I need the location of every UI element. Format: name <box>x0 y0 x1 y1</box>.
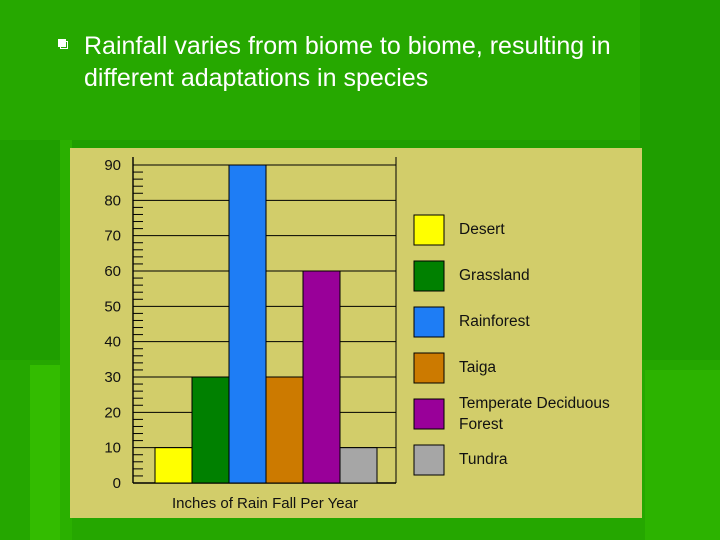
y-tick-label: 90 <box>104 157 121 174</box>
rainfall-bar-chart: 0 10 20 30 40 50 60 70 80 90 Inches of Rain Fall P… <box>104 157 610 512</box>
bar-tundra <box>339 447 378 484</box>
legend-label: Desert <box>459 221 505 238</box>
bullet-point: Rainfall varies from biome to biome, res… <box>58 30 678 94</box>
bar-temperate-deciduous-forest <box>302 270 341 484</box>
legend-label: Rainforest <box>459 313 530 330</box>
legend-label: Grassland <box>459 267 530 284</box>
bar-taiga <box>265 376 304 484</box>
legend-swatch <box>413 352 445 384</box>
y-tick-label: 80 <box>104 192 121 209</box>
legend-label: Taiga <box>459 359 496 376</box>
legend-swatch <box>413 260 445 292</box>
y-tick-label: 40 <box>104 334 121 351</box>
bullet-text: Rainfall varies from biome to biome, res… <box>84 32 611 92</box>
y-tick-label: 0 <box>113 475 121 492</box>
legend-label: Temperate Deciduous Forest <box>459 395 610 433</box>
square-bullet-icon <box>58 39 70 51</box>
y-tick-label: 60 <box>104 263 121 280</box>
x-axis-label: Inches of Rain Fall Per Year <box>172 495 358 512</box>
y-tick-label: 30 <box>104 369 121 386</box>
bar-rainforest <box>228 164 267 484</box>
legend-swatch <box>413 306 445 338</box>
background-block <box>645 370 720 540</box>
background-block <box>60 140 72 540</box>
y-tick-label: 20 <box>104 404 121 421</box>
y-tick-label: 10 <box>104 440 121 457</box>
bar-desert <box>154 447 193 484</box>
legend-label: Tundra <box>459 451 508 468</box>
y-tick-label: 70 <box>104 228 121 245</box>
y-tick-label: 50 <box>104 298 121 315</box>
rainfall-chart: 0 10 20 30 40 50 60 70 80 90 Inches of Rain Fall P… <box>70 148 642 518</box>
legend-swatch <box>413 398 445 430</box>
legend-swatch <box>413 444 445 476</box>
legend-swatch <box>413 214 445 246</box>
bar-grassland <box>191 376 230 484</box>
background-block <box>0 0 640 140</box>
